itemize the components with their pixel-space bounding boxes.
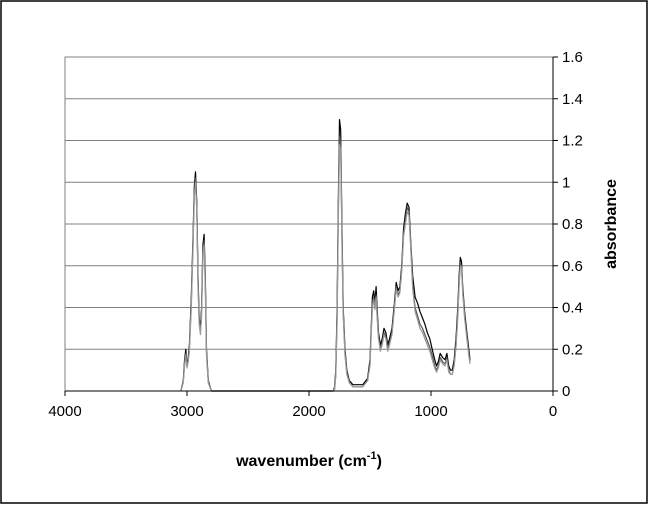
y-axis-title: absorbance: [603, 179, 620, 269]
y-tick-label-4: 0.8: [562, 216, 583, 233]
y-tick-label-0: 0: [562, 383, 570, 400]
y-tick-labels: 0 0.2 0.4 0.6 0.8 1 1.2 1.4 1.6: [553, 49, 583, 400]
x-axis-title: wavenumber (cm-1): [235, 450, 382, 470]
x-tick-label-0: 4000: [48, 403, 81, 420]
x-axis-title-superscript: -1: [367, 450, 377, 462]
x-tick-labels: 4000 3000 2000 1000 0: [48, 391, 557, 420]
y-tick-label-1: 0.2: [562, 341, 583, 358]
y-tick-label-5: 1: [562, 174, 570, 191]
series-group: [180, 119, 471, 392]
y-tick-label-8: 1.6: [562, 49, 583, 66]
x-axis-title-text: wavenumber (cm: [235, 453, 367, 470]
y-tick-label-3: 0.6: [562, 258, 583, 275]
x-tick-label-2: 2000: [292, 403, 325, 420]
series-line-2: [180, 144, 471, 392]
y-tick-label-7: 1.4: [562, 91, 583, 108]
x-tick-label-1: 3000: [170, 403, 203, 420]
y-tick-label-6: 1.2: [562, 133, 583, 150]
x-tick-label-4: 0: [549, 403, 557, 420]
y-tick-label-2: 0.4: [562, 300, 583, 317]
gridlines: [65, 56, 553, 350]
x-tick-label-3: 1000: [414, 403, 447, 420]
x-axis-title-close: ): [377, 453, 382, 470]
